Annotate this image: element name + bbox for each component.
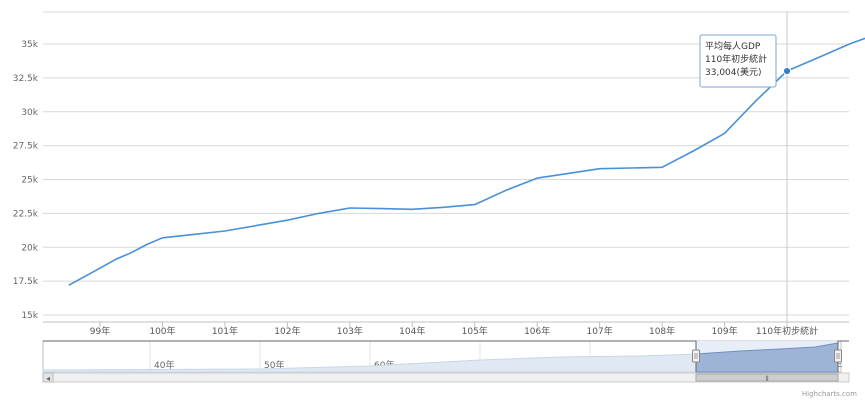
series-line-path[interactable]	[68, 37, 865, 286]
navigator-tick-label: 40年	[154, 359, 174, 371]
y-axis: 15k 17.5k 20k 22.5k 25k 27.5k 30k 32.5k 35k	[13, 40, 39, 321]
data-point-marker[interactable]	[782, 66, 792, 76]
x-tick-label: 99年	[90, 325, 110, 337]
scrollbar-grip-icon: ⦀	[765, 375, 768, 383]
x-tick-label: 105年	[462, 325, 488, 337]
y-tick-label: 20k	[21, 243, 38, 253]
navigator-handle[interactable]	[834, 349, 842, 363]
y-tick-label: 15k	[21, 311, 38, 321]
navigator-selected-area	[695, 342, 839, 373]
scrollbar-left-button[interactable]	[42, 372, 54, 383]
x-tick-label: 106年	[524, 325, 550, 337]
tooltip-text: 33,004(美元)	[705, 66, 762, 78]
x-tick-label: 109年	[711, 325, 737, 337]
x-tick-label: 101年	[212, 325, 238, 337]
series-line	[68, 37, 865, 286]
scrollbar: ◂ ⦀	[42, 372, 850, 383]
tooltip-text: 平均每人GDP	[705, 40, 761, 52]
scrollbar-thumb[interactable]	[695, 373, 839, 382]
credit-text[interactable]: Highcharts.com	[802, 390, 857, 398]
x-tick-label: 110年初步統計	[756, 325, 818, 337]
y-tick-label: 17.5k	[13, 277, 39, 287]
navigator: 40年50年60年70年80年90年100年	[42, 340, 849, 373]
navigator-handle[interactable]	[692, 349, 700, 363]
navigator-area	[42, 353, 697, 373]
x-tick-label: 104年	[399, 325, 425, 337]
x-tick-label: 107年	[587, 325, 613, 337]
chevron-left-icon: ◂	[46, 374, 50, 383]
x-tick-label: 108年	[649, 325, 675, 337]
x-tick-label: 103年	[337, 325, 363, 337]
y-tick-label: 32.5k	[13, 74, 39, 84]
y-tick-label: 27.5k	[13, 142, 39, 152]
y-tick-label: 25k	[21, 176, 38, 186]
x-axis: 99年 100年 101年 102年 103年 104年 105年 106年 107年 108年 1…	[43, 321, 849, 337]
tooltip-box	[699, 34, 777, 88]
y-tick-label: 22.5k	[13, 209, 39, 219]
tooltip-text: 110年初步統計	[705, 53, 767, 65]
x-tick-label: 100年	[149, 325, 175, 337]
x-tick-label: 102年	[274, 325, 300, 337]
y-tick-label: 35k	[21, 40, 38, 50]
y-tick-label: 30k	[21, 108, 38, 118]
